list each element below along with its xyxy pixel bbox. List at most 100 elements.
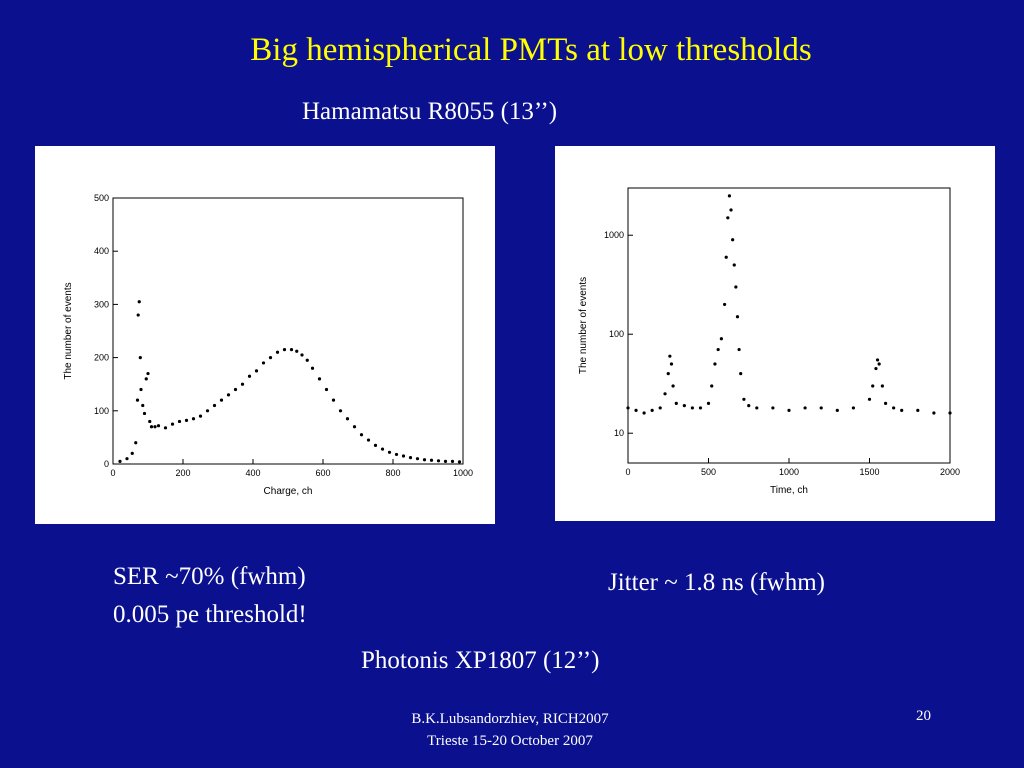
plot-frame [112,197,464,465]
data-point [877,362,881,366]
data-point [275,350,280,354]
data-point [226,393,231,397]
data-point [650,408,654,412]
data-point [138,356,142,360]
data-point [835,408,839,412]
data-point [713,362,717,366]
data-point [892,406,896,410]
data-point [734,285,738,289]
data-point [359,433,364,437]
x-tick-label: 1000 [453,468,473,478]
data-point [668,354,672,358]
data-point [125,457,129,461]
data-point [170,422,175,426]
data-point [177,419,182,424]
y-tick-label: 100 [94,406,109,416]
data-point [737,347,741,352]
data-point [408,456,413,460]
plot-frame [627,187,951,464]
data-point [142,411,147,416]
data-point [141,403,145,408]
data-point [880,384,884,388]
data-point [726,216,730,220]
data-point [338,409,343,413]
data-point [457,460,462,464]
data-point [184,418,189,422]
data-point [642,411,646,415]
data-point [380,447,385,451]
data-point [874,366,878,371]
data-point [247,374,252,378]
data-point [331,398,336,402]
data-point [723,302,727,307]
footer-line2: Trieste 15-20 October 2007 [427,733,593,749]
data-point [345,417,350,421]
data-point [690,406,694,410]
caption-left-line2: 0.005 pe threshold! [113,601,307,628]
data-point [436,459,441,463]
data-point [282,348,287,352]
data-point [710,384,714,388]
data-point [706,401,711,406]
x-tick-label: 2000 [940,467,960,477]
data-point [716,347,720,352]
y-tick-label: 300 [94,299,109,309]
data-point [146,371,150,376]
data-point [916,408,920,412]
data-point [932,411,936,415]
charge-spectrum-panel: 0 200 400 600 800 1000 0 100 200 300 400 500 Charge,… [35,146,495,524]
data-point [233,387,238,392]
data-point [153,425,157,429]
data-point [871,384,875,388]
data-point [366,438,371,442]
data-point [666,372,670,376]
page-number: 20 [916,708,931,724]
data-point [198,414,203,418]
data-point [747,404,751,408]
data-point [148,419,152,424]
data-point [240,382,245,386]
data-point [415,457,420,461]
data-point [731,238,735,242]
data-point [118,459,122,463]
data-point [884,401,888,406]
data-point [191,417,196,421]
x-axis-label: Charge, ch [264,486,313,497]
data-point [674,401,678,406]
data-point [851,406,855,410]
data-point [205,409,210,413]
data-point [305,358,309,362]
data-point [771,406,775,410]
data-point [387,450,392,454]
data-point [422,458,427,462]
data-point [373,443,378,447]
data-point [755,406,759,410]
x-tick-label: 800 [385,468,400,478]
data-point [429,458,434,462]
caption-bottom: Photonis XP1807 (12’’) [361,647,600,674]
y-tick-label: 100 [609,329,624,339]
data-point [742,397,746,401]
footer-line1: B.K.Lubsandorzhiev, RICH2007 [411,711,609,727]
data-point [732,263,736,267]
data-point [739,372,743,376]
data-point [729,208,733,212]
data-point [724,255,728,259]
data-point [352,425,357,429]
data-point [669,362,674,366]
data-point [698,406,703,410]
data-point [819,406,823,410]
x-tick-label: 200 [175,468,190,478]
slide-subtitle: Hamamatsu R8055 (13’’) [302,98,558,125]
data-point [719,337,723,341]
x-tick-label: 0 [625,467,630,477]
x-tick-label: 400 [245,468,260,478]
x-axis-label: Time, ch [770,485,808,496]
y-axis-label: The number of events [578,277,589,374]
data-point [268,356,273,360]
data-point [394,452,399,457]
caption-left: SER ~70% (fwhm) 0.005 pe threshold! [113,558,307,634]
data-point [261,361,266,365]
data-point [134,441,138,445]
data-point [139,387,143,392]
